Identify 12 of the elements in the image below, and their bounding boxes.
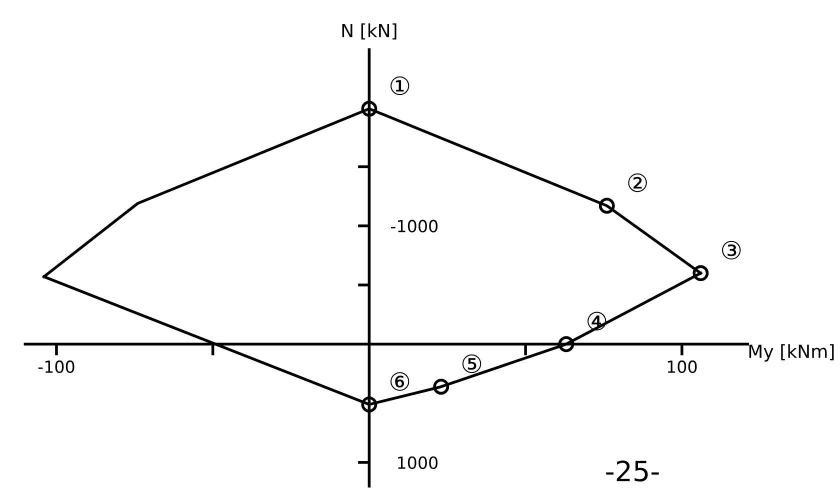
x-tick-label: -100 <box>38 360 74 374</box>
annotation: ③ <box>722 240 741 260</box>
x-tick-label: 100 <box>668 360 697 374</box>
annotation: ⑥ <box>390 372 410 391</box>
annotation: -25- <box>606 460 659 482</box>
annotation: ② <box>628 173 647 192</box>
y-axis-title: N [kN] <box>342 23 396 40</box>
y-tick-label: 1000 <box>398 456 438 469</box>
annotation: ① <box>390 76 410 96</box>
annotation: ⑤ <box>462 354 482 374</box>
y-tick-label: -1000 <box>391 220 438 232</box>
x-axis-title: My [kNm] <box>749 344 834 362</box>
